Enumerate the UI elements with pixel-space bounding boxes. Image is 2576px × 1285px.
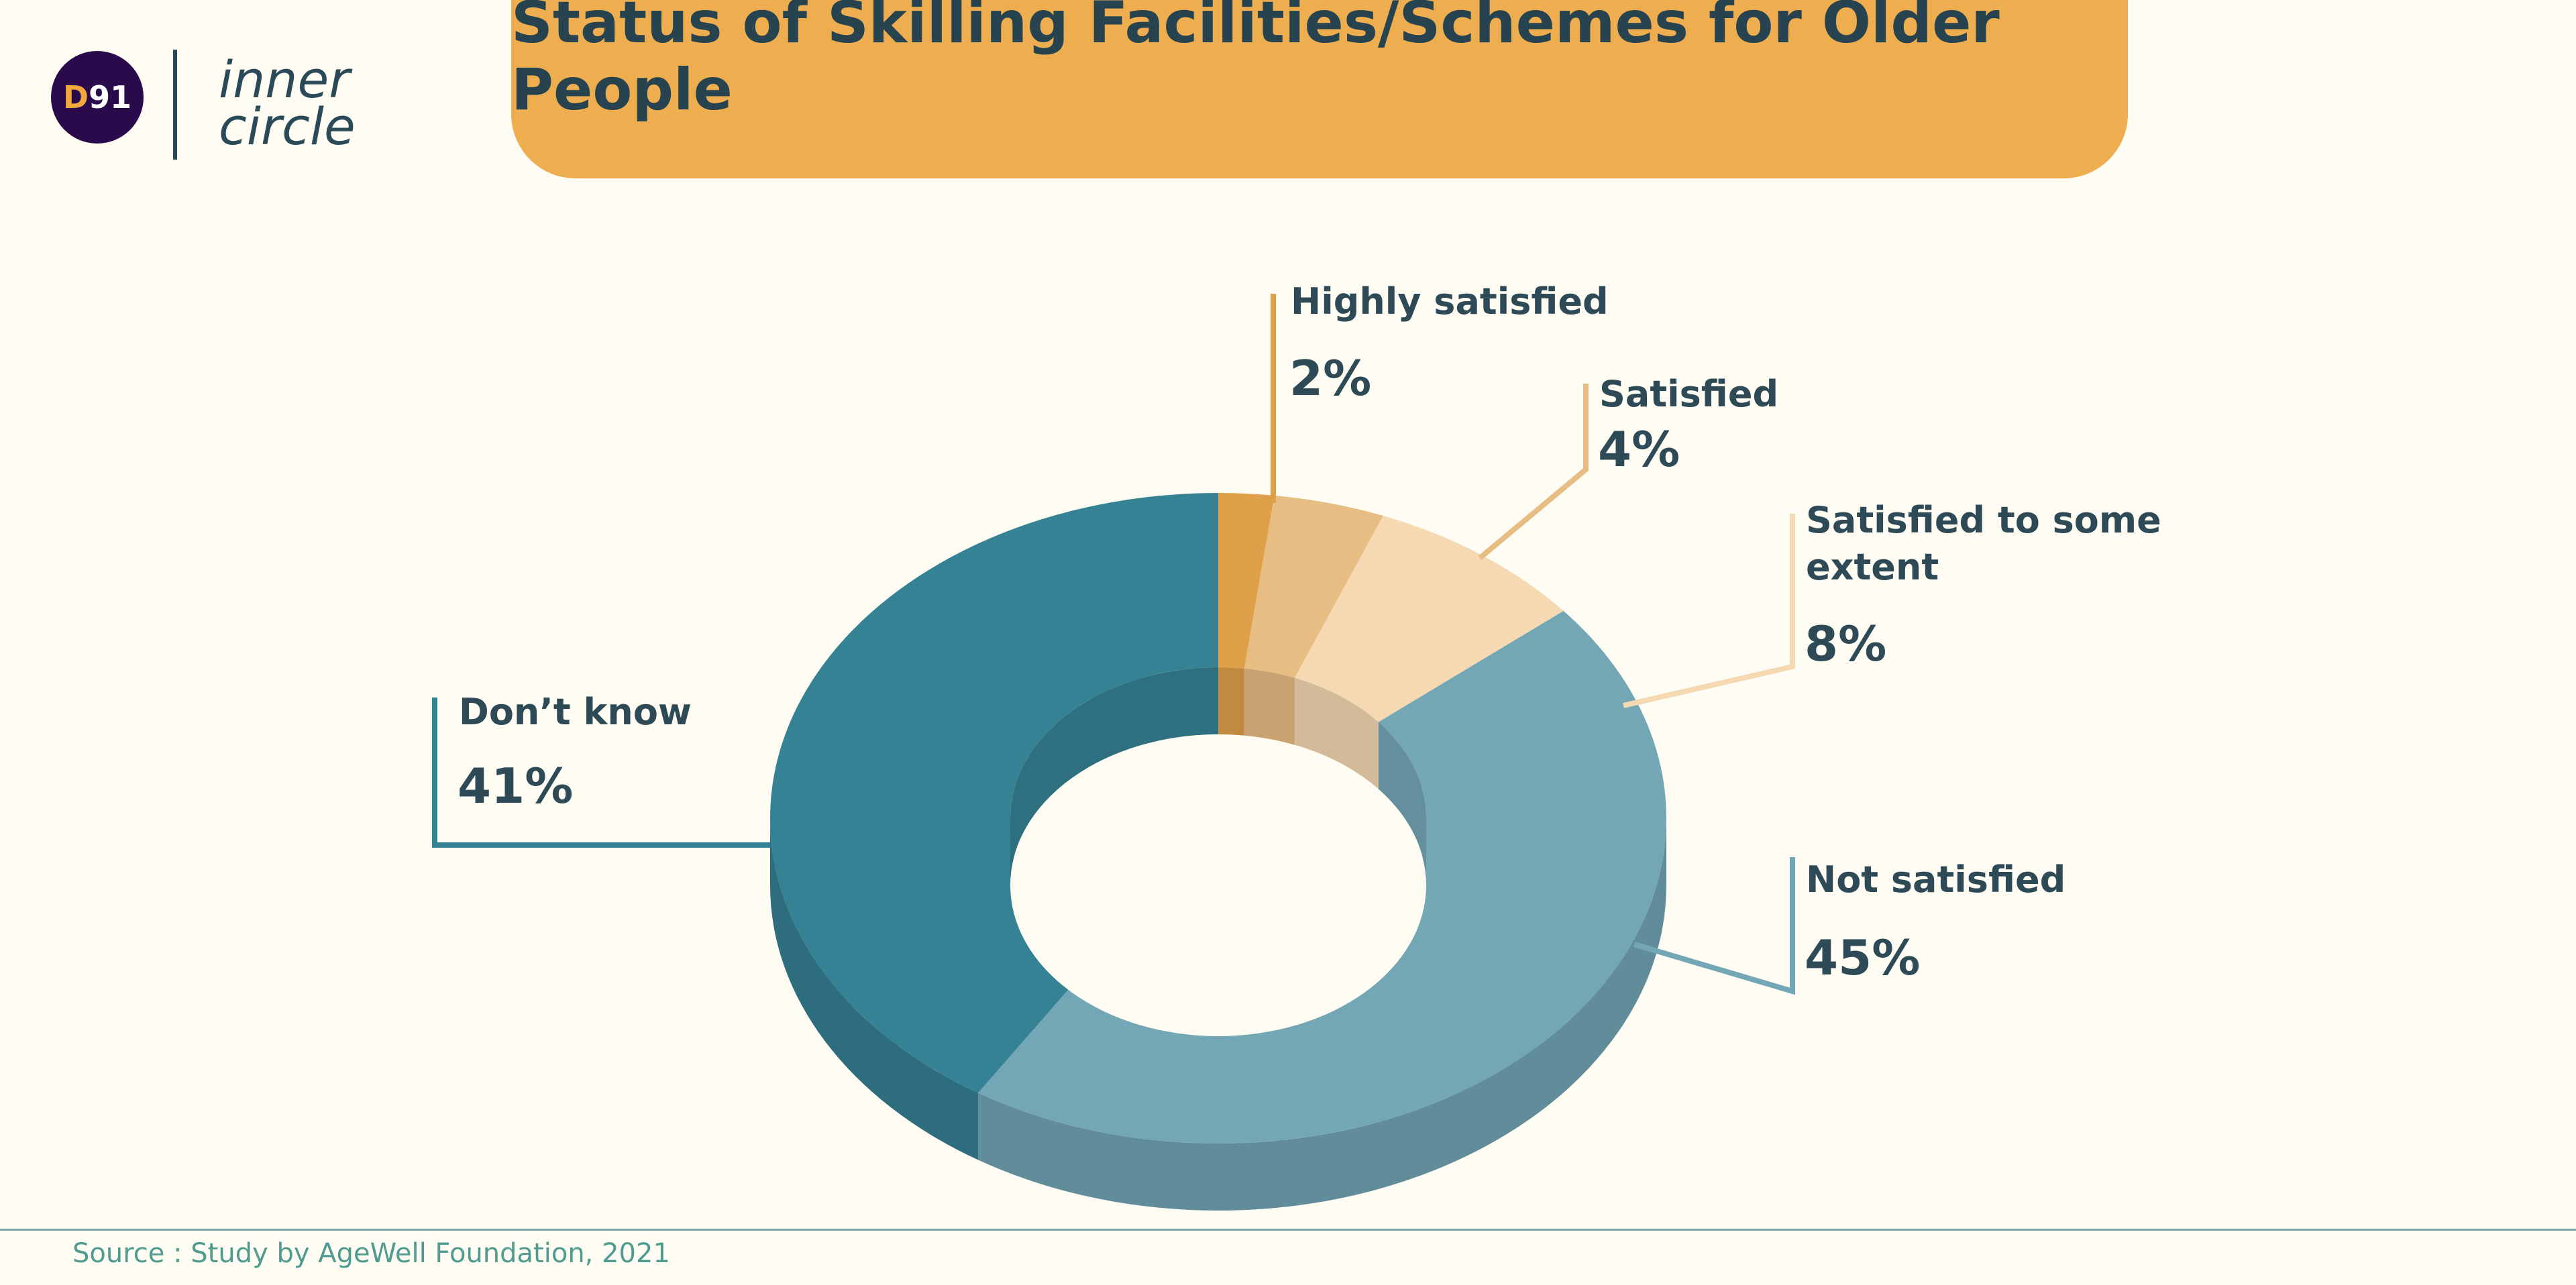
- slice-don-t-know: [770, 493, 1218, 1093]
- donut-layer: [770, 493, 1667, 1211]
- value-not-satisfied: 45%: [1805, 930, 1921, 986]
- inner-wall-not-satisfied: [1378, 722, 1426, 885]
- logo-wordmark: inner circle: [219, 50, 356, 156]
- label-highly-satisfied: Highly satisfied: [1291, 280, 1609, 323]
- value-highly-satisfied: 2%: [1289, 350, 1372, 406]
- source-note: Source : Study by AgeWell Foundation, 20…: [72, 1238, 670, 1269]
- source-divider: [0, 1229, 2576, 1231]
- d91-logo: D 91: [51, 51, 144, 144]
- inner-wall-satisfied: [1244, 668, 1295, 745]
- chart-title: Status of Skilling Facilities/Schemes fo…: [511, 0, 2000, 123]
- outer-wall-not-satisfied: [978, 818, 1666, 1211]
- value-dont-know: 41%: [458, 758, 574, 814]
- label-some-extent-line2: extent: [1806, 546, 1939, 588]
- logo-divider: [173, 50, 177, 160]
- title-banner: Status of Skilling Facilities/Schemes fo…: [511, 0, 2128, 178]
- label-dont-know: Don’t know: [459, 691, 692, 733]
- inner-wall-highly-satisfied: [1218, 667, 1244, 736]
- inner-wall-don-t-know: [1010, 667, 1218, 885]
- logo-line2: circle: [219, 97, 356, 156]
- logo-letter: D: [62, 79, 89, 115]
- leader-satisfied: [1478, 384, 1589, 561]
- inner-wall-satisfied-to-some-extent: [1295, 677, 1379, 789]
- slice-highly-satisfied: [1218, 493, 1275, 669]
- logo-line1: inner: [219, 50, 350, 109]
- value-some-extent: 8%: [1805, 616, 1887, 672]
- logo-number: 91: [89, 79, 132, 115]
- slice-satisfied: [1244, 495, 1383, 678]
- leader-satisfied-to-some-extent: [1623, 514, 1795, 708]
- outer-wall-don-t-know: [770, 818, 979, 1160]
- donut-hole: [1010, 734, 1426, 1036]
- leader-not-satisfied: [1633, 857, 1795, 995]
- label-some-extent-line1: Satisfied to some: [1806, 499, 2161, 541]
- slice-satisfied-to-some-extent: [1295, 516, 1564, 722]
- label-satisfied: Satisfied: [1599, 373, 1779, 415]
- leader-don-t-know: [432, 697, 770, 848]
- value-satisfied: 4%: [1598, 421, 1680, 478]
- leader-lines: [432, 294, 1795, 995]
- label-not-satisfied: Not satisfied: [1806, 858, 2066, 901]
